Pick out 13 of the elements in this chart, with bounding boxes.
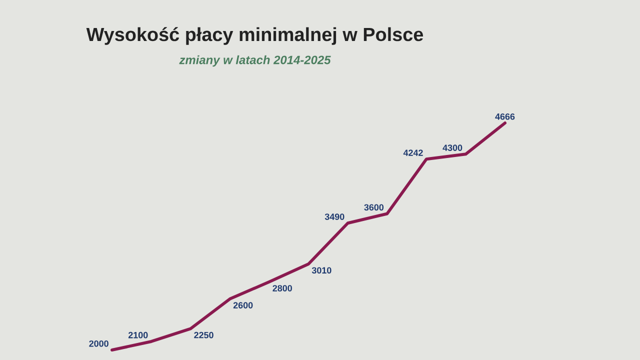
data-label: 3010 bbox=[312, 267, 332, 274]
data-label: 2250 bbox=[194, 332, 214, 338]
data-label: 4300 bbox=[442, 144, 462, 151]
data-label: 3600 bbox=[364, 204, 384, 211]
data-label: 2800 bbox=[272, 285, 292, 292]
data-label: 2100 bbox=[128, 332, 148, 338]
data-label: 3490 bbox=[324, 214, 344, 220]
data-label: 4242 bbox=[403, 150, 423, 156]
data-label: 4666 bbox=[495, 113, 515, 120]
chart-subtitle: zmiany w latach 2014-2025 bbox=[179, 55, 331, 67]
data-label: 2000 bbox=[89, 340, 108, 347]
data-label: 2600 bbox=[233, 302, 253, 308]
chart-title: Wysokość płacy minimalnej w Polsce bbox=[86, 27, 424, 45]
